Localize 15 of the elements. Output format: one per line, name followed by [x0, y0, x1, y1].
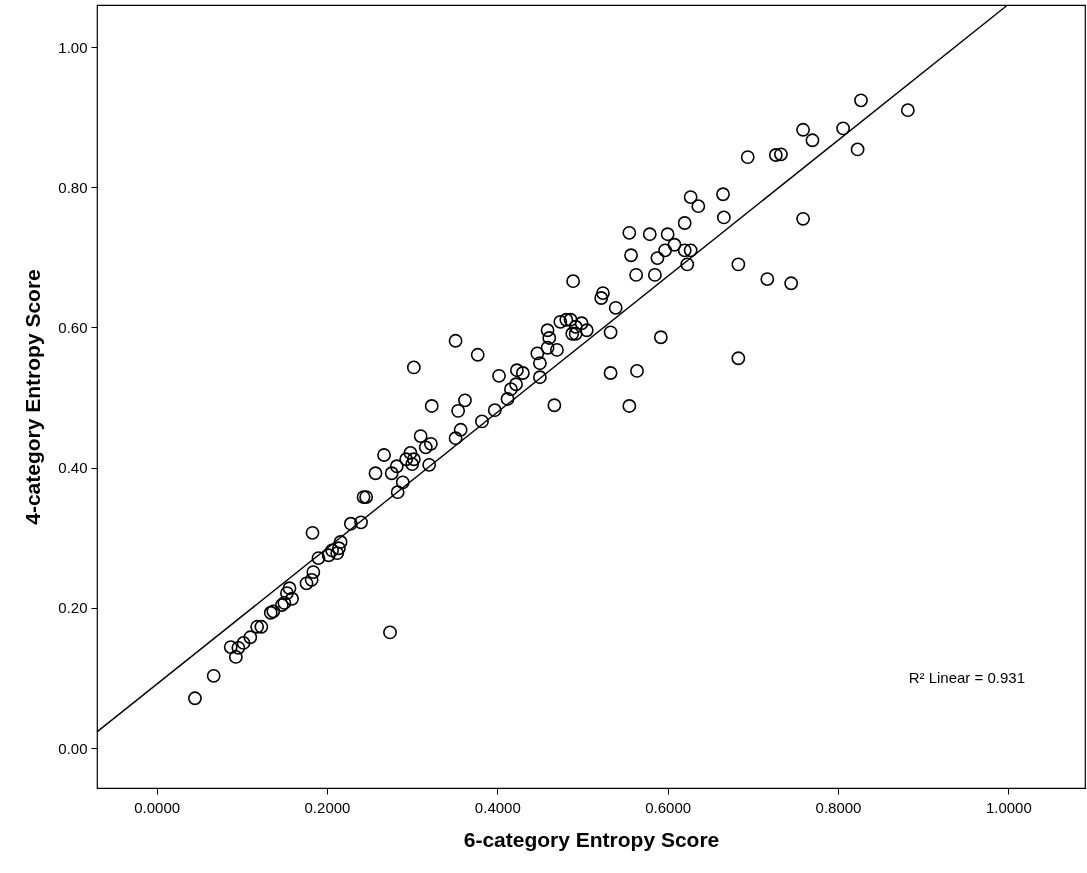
x-tick-label: 0.2000 [304, 798, 351, 816]
y-tick-label: 0.80 [58, 178, 88, 196]
y-axis-title: 4-category Entropy Score [21, 269, 45, 525]
x-tick-label: 0.8000 [815, 798, 862, 816]
x-tick-label: 0.6000 [645, 798, 692, 816]
x-axis-title: 6-category Entropy Score [463, 827, 720, 851]
y-tick-label: 0.00 [58, 739, 88, 757]
y-tick-label: 0.40 [58, 459, 88, 477]
annotation: R² Linear = 0.931 [908, 669, 1025, 686]
y-tick-label: 0.20 [58, 599, 88, 617]
x-tick-label: 1.0000 [985, 798, 1032, 816]
y-tick-label: 0.60 [58, 318, 88, 336]
x-tick-label: 0.0000 [134, 798, 181, 816]
y-tick-label: 1.00 [58, 38, 88, 56]
x-tick-label: 0.4000 [474, 798, 521, 816]
